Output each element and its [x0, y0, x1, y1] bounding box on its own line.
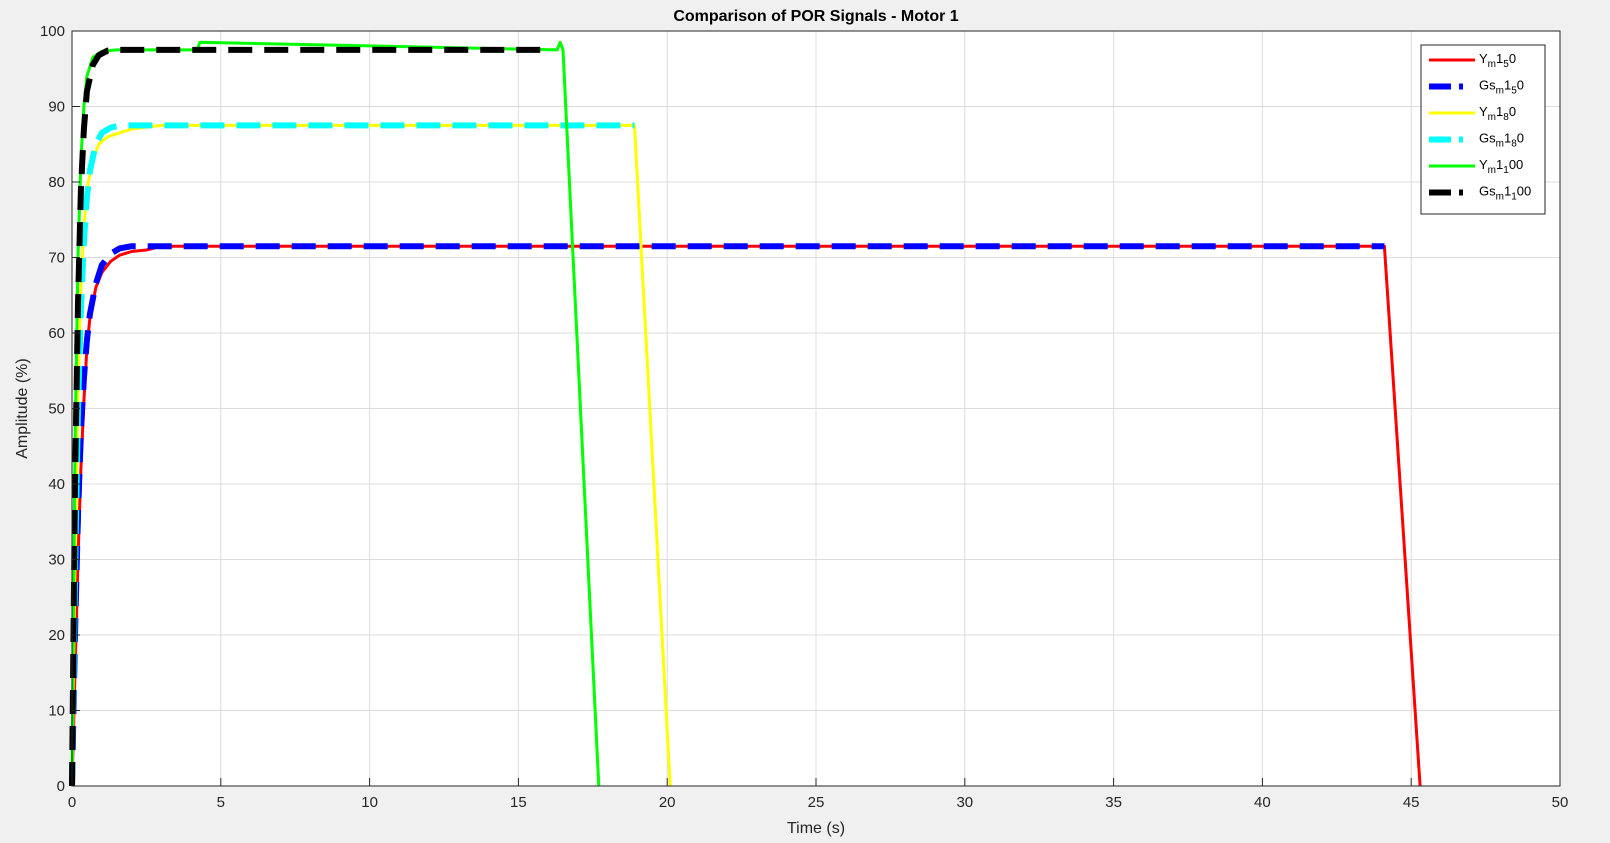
y-tick-label: 10 — [48, 703, 65, 720]
legend-label-gsm1100: Gsm1100 — [1479, 184, 1531, 203]
y-tick-label: 0 — [57, 778, 65, 795]
x-tick-label: 15 — [510, 794, 527, 811]
legend-label-gsm150: Gsm150 — [1479, 78, 1524, 97]
x-tick-label: 20 — [659, 794, 676, 811]
x-axis-label: Time (s) — [787, 820, 845, 837]
y-tick-label: 90 — [48, 99, 65, 116]
series-line-gsm150 — [69, 243, 1385, 787]
x-tick-label: 45 — [1403, 794, 1420, 811]
legend-label-ym180: Ym180 — [1479, 104, 1516, 123]
y-tick-label: 70 — [48, 250, 65, 267]
x-tick-label: 0 — [68, 794, 76, 811]
x-tick-label: 50 — [1552, 794, 1569, 811]
x-tick-label: 5 — [217, 794, 225, 811]
x-tick-label: 10 — [361, 794, 378, 811]
legend-label-ym1100: Ym1100 — [1479, 157, 1523, 176]
y-tick-label: 20 — [48, 627, 65, 644]
chart-title: Comparison of POR Signals - Motor 1 — [673, 8, 958, 25]
x-tick-label: 30 — [956, 794, 973, 811]
legend-label-gsm180: Gsm180 — [1479, 131, 1524, 150]
y-tick-label: 30 — [48, 552, 65, 569]
legend-box — [1420, 44, 1546, 215]
y-tick-label: 60 — [48, 325, 65, 342]
ticks: 0 5 10 15 20 25 30 35 40 45 50 0 10 20 30 40 50 60 70 80 90 1… — [40, 23, 1568, 811]
y-axis-label: Amplitude (%) — [14, 358, 31, 458]
x-tick-label: 25 — [808, 794, 825, 811]
y-tick-label: 100 — [40, 23, 65, 40]
x-tick-label: 40 — [1254, 794, 1271, 811]
legend-label-ym150: Ym150 — [1479, 51, 1516, 70]
x-tick-label: 35 — [1105, 794, 1122, 811]
y-tick-label: 40 — [48, 476, 65, 493]
y-tick-label: 50 — [48, 401, 65, 418]
y-tick-label: 80 — [48, 174, 65, 191]
legend[interactable]: Ym150 Gsm150 Ym180 Gsm180 Ym1100 Gsm1100 — [1420, 44, 1546, 215]
